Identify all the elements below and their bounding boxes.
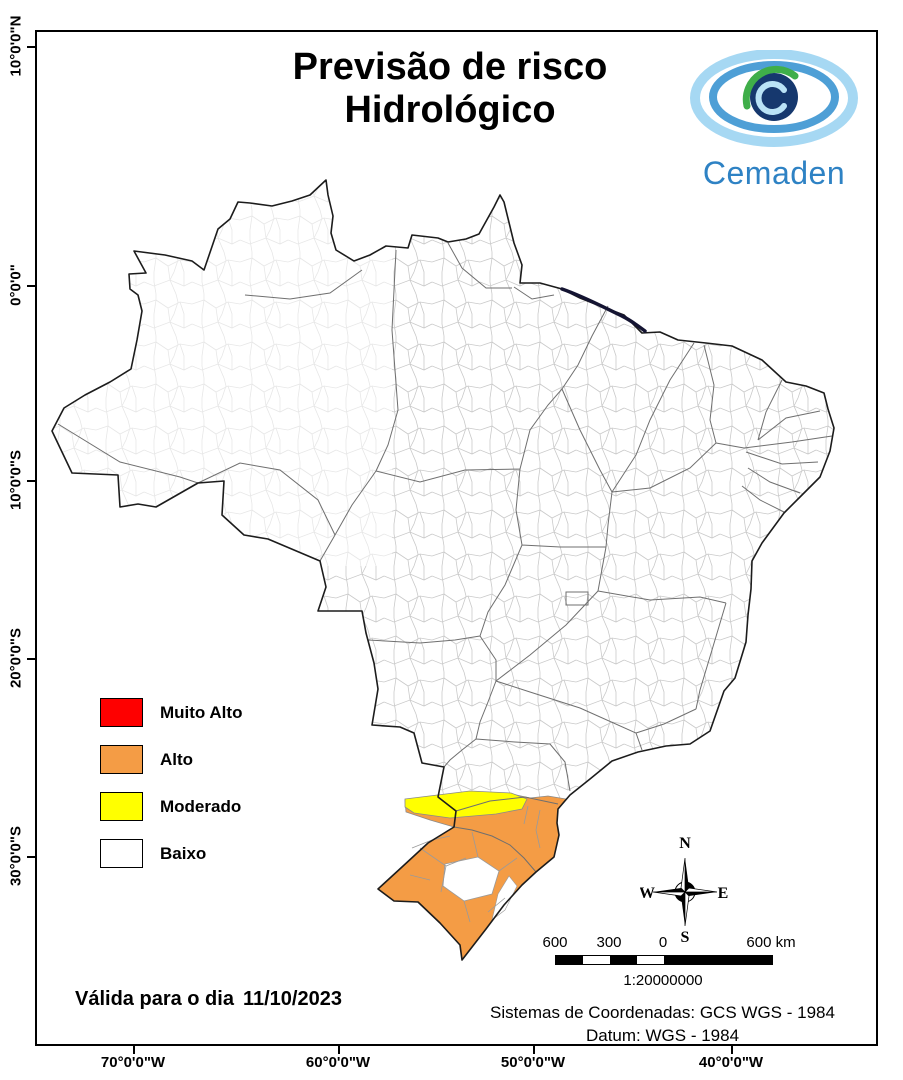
scale-tick-600-km: 600 km bbox=[746, 934, 796, 951]
lat-label-0: 0°0'0" bbox=[7, 264, 25, 306]
lat-tick bbox=[27, 856, 35, 858]
coordinate-system-line: Sistemas de Coordenadas: GCS WGS - 1984 bbox=[490, 1003, 835, 1022]
risk-legend: Muito Alto Alto Moderado Baixo bbox=[100, 698, 242, 886]
legend-row-moderado: Moderado bbox=[100, 792, 242, 821]
validity-text: Válida para o dia 11/10/2023 bbox=[75, 988, 342, 1011]
compass-west-label: W bbox=[640, 885, 655, 902]
map-title: Previsão de risco Hidrológico bbox=[130, 46, 770, 133]
compass-rose-icon: N W E S bbox=[640, 835, 729, 944]
cemaden-wordmark: Cemaden bbox=[702, 155, 846, 191]
lat-label-20s: 20°0'0"S bbox=[7, 627, 25, 689]
cemaden-logo: Cemaden bbox=[688, 49, 860, 192]
scale-tick-0: 0 bbox=[658, 934, 668, 951]
scale-segment bbox=[610, 956, 637, 964]
amazon-low-density-overlay bbox=[52, 180, 392, 566]
lon-tick bbox=[533, 1046, 535, 1054]
lon-label-40w: 40°0'0"W bbox=[698, 1054, 764, 1071]
compass-east-label: E bbox=[718, 885, 729, 902]
map-title-line2: Hidrológico bbox=[344, 89, 556, 132]
lon-tick bbox=[731, 1046, 733, 1054]
scale-tick-300: 300 bbox=[596, 934, 622, 951]
lon-tick bbox=[338, 1046, 340, 1054]
legend-swatch-alto bbox=[100, 745, 143, 774]
lat-tick bbox=[27, 480, 35, 482]
scale-bar-blocks bbox=[555, 955, 773, 965]
scale-segment bbox=[556, 956, 583, 964]
lon-label-50w: 50°0'0"W bbox=[500, 1054, 566, 1071]
lat-tick bbox=[27, 285, 35, 287]
legend-row-alto: Alto bbox=[100, 745, 242, 774]
compass-south-label: S bbox=[681, 929, 690, 944]
compass-north-label: N bbox=[679, 835, 691, 852]
distrito-federal-outline bbox=[565, 591, 589, 606]
lon-label-60w: 60°0'0"W bbox=[305, 1054, 371, 1071]
datum-line: Datum: WGS - 1984 bbox=[585, 1025, 740, 1045]
scale-tick-600-left: 600 bbox=[542, 934, 568, 951]
legend-label-alto: Alto bbox=[160, 749, 194, 769]
legend-swatch-moderado bbox=[100, 792, 143, 821]
validity-label: Válida para o dia bbox=[75, 988, 234, 1010]
lon-tick bbox=[133, 1046, 135, 1054]
legend-row-baixo: Baixo bbox=[100, 839, 242, 868]
scale-segment bbox=[583, 956, 610, 964]
dark-coast-segment bbox=[560, 287, 647, 333]
scale-segment bbox=[637, 956, 664, 964]
lat-label-30s: 30°0'0"S bbox=[7, 825, 25, 887]
lat-label-10n: 10°0'0"N bbox=[7, 15, 25, 77]
lat-tick bbox=[27, 46, 35, 48]
validity-date: 11/10/2023 bbox=[242, 988, 342, 1010]
legend-label-muito-alto: Muito Alto bbox=[160, 702, 243, 722]
scale-segment bbox=[664, 956, 772, 964]
legend-swatch-baixo bbox=[100, 839, 143, 868]
legend-label-moderado: Moderado bbox=[160, 796, 242, 816]
legend-row-muito-alto: Muito Alto bbox=[100, 698, 242, 727]
state-boundaries bbox=[57, 242, 833, 873]
risk-region-moderado bbox=[404, 790, 528, 819]
legend-label-baixo: Baixo bbox=[160, 843, 207, 863]
coordinate-system-note: Sistemas de Coordenadas: GCS WGS - 1984 … bbox=[440, 1002, 885, 1048]
lat-tick bbox=[27, 658, 35, 660]
cemaden-eye-icon bbox=[690, 49, 858, 147]
map-title-line1: Previsão de risco bbox=[292, 46, 608, 88]
scale-ratio: 1:20000000 bbox=[623, 972, 703, 989]
brazil-outline bbox=[51, 179, 835, 961]
lat-label-10s: 10°0'0"S bbox=[7, 449, 25, 511]
legend-swatch-muito-alto bbox=[100, 698, 143, 727]
lon-label-70w: 70°0'0"W bbox=[100, 1054, 166, 1071]
